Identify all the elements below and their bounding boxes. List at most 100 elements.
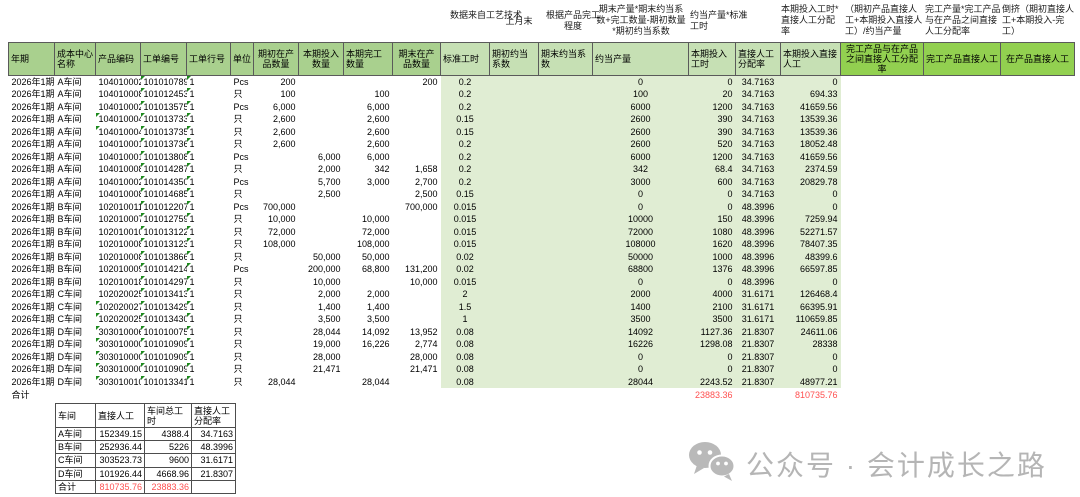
col-header-product-code[interactable]: 产品编码 xyxy=(95,42,141,76)
cell[interactable] xyxy=(299,76,344,89)
cell[interactable]: 1200 xyxy=(688,150,736,163)
cell[interactable]: 1 xyxy=(186,150,231,164)
cell[interactable]: B车间 xyxy=(57,239,82,250)
cell[interactable] xyxy=(841,288,924,301)
cell[interactable]: 10,000 xyxy=(267,214,296,225)
cell[interactable]: 2026年1期 xyxy=(11,239,55,250)
cell[interactable] xyxy=(254,363,299,376)
cell[interactable] xyxy=(1001,176,1075,189)
cell[interactable] xyxy=(393,113,441,126)
cell[interactable]: 0 xyxy=(780,350,841,363)
cell[interactable] xyxy=(841,238,924,251)
cell[interactable]: 0.2 xyxy=(440,75,490,88)
cell[interactable] xyxy=(489,88,539,101)
cell[interactable]: 303010000 xyxy=(95,350,141,364)
cell[interactable]: 21.8307 xyxy=(735,325,781,338)
cell[interactable] xyxy=(299,126,344,139)
cell[interactable] xyxy=(490,388,539,401)
cell[interactable]: 0.2 xyxy=(440,175,490,188)
cell[interactable] xyxy=(538,363,593,376)
cell[interactable] xyxy=(841,138,924,151)
cell[interactable]: 0.015 xyxy=(440,225,490,238)
cell[interactable] xyxy=(393,288,441,301)
cell[interactable] xyxy=(924,238,1001,251)
cell[interactable] xyxy=(489,138,539,151)
cell[interactable]: 2,600 xyxy=(366,126,390,137)
cell[interactable]: 只 xyxy=(233,276,243,287)
cell[interactable]: 2026年1期 xyxy=(11,276,55,287)
cell[interactable]: 只 xyxy=(233,351,243,362)
cell[interactable] xyxy=(538,275,593,288)
cell[interactable]: 20829.78 xyxy=(780,175,841,188)
cell[interactable] xyxy=(393,238,441,251)
cell[interactable]: 34.7163 xyxy=(735,100,781,113)
cell[interactable]: 只 xyxy=(233,301,243,312)
cell[interactable]: 101010075 xyxy=(140,325,187,339)
cell[interactable] xyxy=(538,338,593,351)
cell[interactable]: 101013575 xyxy=(140,100,187,114)
cell[interactable]: 2026年1期 xyxy=(11,89,55,100)
cell[interactable] xyxy=(489,313,539,326)
cell[interactable]: 6,000 xyxy=(272,101,296,112)
cell[interactable]: 31.6171 xyxy=(735,288,781,301)
cell[interactable]: 2026年1期 xyxy=(11,339,55,350)
cell[interactable]: 2,700 xyxy=(414,176,438,187)
cell[interactable]: 2026年1期 xyxy=(11,77,55,87)
cell[interactable]: 2600 xyxy=(592,113,689,126)
cell[interactable]: 2,000 xyxy=(317,164,341,175)
cell[interactable] xyxy=(393,126,441,139)
col-header-done-qty[interactable]: 本期完工数量 xyxy=(343,42,393,76)
cell[interactable] xyxy=(489,375,539,388)
cell[interactable]: 50,000 xyxy=(312,251,341,262)
cell[interactable]: 0.2 xyxy=(440,150,490,163)
cell[interactable]: 48.3996 xyxy=(735,250,781,263)
cell[interactable]: 28044 xyxy=(592,375,689,388)
cell[interactable] xyxy=(736,388,781,401)
cell[interactable] xyxy=(1001,126,1075,139)
cell[interactable] xyxy=(489,250,539,263)
cell[interactable] xyxy=(924,101,1001,114)
cell[interactable]: 101014685 xyxy=(140,188,187,201)
cell[interactable] xyxy=(593,388,689,401)
cell[interactable] xyxy=(344,363,393,376)
cell[interactable]: 1 xyxy=(186,200,231,214)
cell[interactable]: 2026年1期 xyxy=(11,101,55,112)
cell[interactable]: 4388.4 xyxy=(144,426,192,442)
cell[interactable]: 0 xyxy=(592,350,689,363)
cell[interactable] xyxy=(299,113,344,126)
cell[interactable]: 21,471 xyxy=(409,364,438,375)
cell[interactable]: 131,200 xyxy=(404,264,438,275)
cell[interactable]: 28,044 xyxy=(267,376,296,387)
cell[interactable] xyxy=(538,250,593,263)
cell[interactable] xyxy=(489,325,539,338)
cell[interactable] xyxy=(393,138,441,151)
cell[interactable]: D车间 xyxy=(57,376,83,387)
cell[interactable] xyxy=(538,150,593,163)
cell[interactable] xyxy=(489,163,539,176)
cell[interactable]: 342 xyxy=(374,164,390,175)
cell[interactable]: 13,952 xyxy=(409,326,438,337)
col-header-order-line[interactable]: 工单行号 xyxy=(186,42,231,76)
cell[interactable]: 0.2 xyxy=(440,138,490,151)
cell[interactable]: 101013123 xyxy=(140,238,187,251)
cell[interactable] xyxy=(1001,76,1075,89)
cell[interactable]: 101012453 xyxy=(140,88,187,101)
cell[interactable]: 1 xyxy=(186,125,231,139)
cell[interactable]: 1400 xyxy=(592,300,689,313)
col-header-split-rate[interactable]: 完工产品与在产品之间直接人工分配率 xyxy=(840,42,924,76)
cell[interactable]: 72,000 xyxy=(361,226,390,237)
cell[interactable]: 102010008 xyxy=(98,239,141,250)
cell[interactable]: 694.33 xyxy=(780,88,841,101)
col-header-unit[interactable]: 单位 xyxy=(230,42,254,76)
cell[interactable]: 6000 xyxy=(592,100,689,113)
cell[interactable]: 只 xyxy=(233,289,243,300)
cell[interactable]: A车间 xyxy=(57,189,82,200)
cell[interactable]: 0.15 xyxy=(440,188,490,201)
cell[interactable] xyxy=(841,313,924,326)
cell[interactable] xyxy=(538,300,593,313)
cell[interactable]: 0.015 xyxy=(440,238,490,251)
cell[interactable] xyxy=(55,388,96,401)
cell[interactable] xyxy=(344,201,393,214)
cell[interactable]: B车间 xyxy=(55,440,96,455)
cell[interactable]: 0 xyxy=(592,188,689,201)
